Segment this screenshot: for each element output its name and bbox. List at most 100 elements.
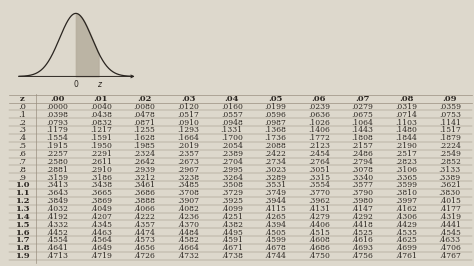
Text: .3315: .3315	[308, 173, 330, 182]
Text: .4015: .4015	[439, 197, 461, 205]
Text: .3365: .3365	[395, 173, 417, 182]
Text: .4599: .4599	[264, 236, 286, 244]
Text: .4525: .4525	[352, 228, 374, 236]
Text: .4699: .4699	[395, 244, 417, 252]
Text: .09: .09	[443, 95, 457, 103]
Text: .4616: .4616	[352, 236, 374, 244]
Text: .1700: .1700	[221, 134, 243, 142]
Text: .4406: .4406	[308, 221, 330, 229]
Text: .0987: .0987	[264, 119, 286, 127]
Text: .4564: .4564	[90, 236, 112, 244]
Text: .4236: .4236	[177, 213, 199, 221]
Text: .00: .00	[50, 95, 64, 103]
Text: .4641: .4641	[46, 244, 68, 252]
Text: .4719: .4719	[90, 252, 112, 260]
Text: .8: .8	[18, 166, 27, 174]
Text: .4394: .4394	[264, 221, 286, 229]
Text: .4292: .4292	[352, 213, 374, 221]
Text: .0359: .0359	[439, 103, 461, 111]
Text: .4099: .4099	[221, 205, 243, 213]
Text: .0: .0	[18, 103, 27, 111]
Text: .4732: .4732	[177, 252, 199, 260]
Text: .03: .03	[181, 95, 195, 103]
Text: .4582: .4582	[177, 236, 199, 244]
Text: .9: .9	[18, 173, 27, 182]
Text: .4251: .4251	[221, 213, 243, 221]
Text: .4382: .4382	[221, 221, 243, 229]
Text: .4713: .4713	[46, 252, 68, 260]
Text: .2611: .2611	[90, 158, 112, 166]
Text: .2995: .2995	[221, 166, 243, 174]
Text: .1915: .1915	[46, 142, 68, 150]
Text: .0160: .0160	[221, 103, 243, 111]
Text: 1.4: 1.4	[15, 213, 30, 221]
Text: .2852: .2852	[439, 158, 461, 166]
Text: .2019: .2019	[177, 142, 199, 150]
Text: .4750: .4750	[308, 252, 330, 260]
Text: .3925: .3925	[221, 197, 243, 205]
Text: .2764: .2764	[308, 158, 330, 166]
Text: .4131: .4131	[308, 205, 330, 213]
Text: .1554: .1554	[46, 134, 68, 142]
Text: .4671: .4671	[221, 244, 243, 252]
Text: .4147: .4147	[352, 205, 374, 213]
Text: .4656: .4656	[134, 244, 155, 252]
Text: .0948: .0948	[221, 119, 243, 127]
Text: .4192: .4192	[46, 213, 68, 221]
Text: .3078: .3078	[352, 166, 374, 174]
Text: .1985: .1985	[134, 142, 155, 150]
Text: .1141: .1141	[439, 119, 461, 127]
Text: .1808: .1808	[352, 134, 374, 142]
Text: .4463: .4463	[90, 228, 112, 236]
Text: .04: .04	[225, 95, 239, 103]
Text: .2054: .2054	[221, 142, 243, 150]
Text: .3621: .3621	[439, 181, 461, 189]
Text: 1.5: 1.5	[15, 221, 30, 229]
Text: .2823: .2823	[395, 158, 417, 166]
Text: .3413: .3413	[46, 181, 68, 189]
Text: .07: .07	[356, 95, 370, 103]
Text: .4693: .4693	[352, 244, 374, 252]
Text: 1.0: 1.0	[15, 181, 30, 189]
Text: .2357: .2357	[177, 150, 199, 158]
Text: .4738: .4738	[221, 252, 243, 260]
Text: .3461: .3461	[134, 181, 155, 189]
Text: .4573: .4573	[134, 236, 155, 244]
Text: .1: .1	[18, 111, 27, 119]
Text: 1.3: 1.3	[15, 205, 30, 213]
Text: .4049: .4049	[90, 205, 112, 213]
Text: .0040: .0040	[90, 103, 112, 111]
Text: .1179: .1179	[46, 126, 68, 134]
Text: .3944: .3944	[264, 197, 286, 205]
Text: .2939: .2939	[134, 166, 155, 174]
Text: .4625: .4625	[395, 236, 417, 244]
Text: .2257: .2257	[46, 150, 68, 158]
Text: .3554: .3554	[308, 181, 330, 189]
Text: .0832: .0832	[90, 119, 112, 127]
Text: .1064: .1064	[352, 119, 374, 127]
Text: .2088: .2088	[264, 142, 286, 150]
Text: .4633: .4633	[439, 236, 461, 244]
Text: .2967: .2967	[177, 166, 199, 174]
Text: .3531: .3531	[264, 181, 286, 189]
Text: .2224: .2224	[439, 142, 461, 150]
Text: .4726: .4726	[134, 252, 155, 260]
Text: .3729: .3729	[221, 189, 243, 197]
Text: .3749: .3749	[264, 189, 286, 197]
Text: .4345: .4345	[90, 221, 112, 229]
Text: .0199: .0199	[264, 103, 286, 111]
Text: .4678: .4678	[264, 244, 286, 252]
Text: .3508: .3508	[221, 181, 243, 189]
Text: .0239: .0239	[308, 103, 330, 111]
Text: .1331: .1331	[221, 126, 243, 134]
Text: .2422: .2422	[264, 150, 286, 158]
Text: .3159: .3159	[46, 173, 68, 182]
Text: .3830: .3830	[439, 189, 461, 197]
Text: .3665: .3665	[90, 189, 112, 197]
Text: .3485: .3485	[177, 181, 199, 189]
Text: .4265: .4265	[264, 213, 286, 221]
Text: .05: .05	[268, 95, 283, 103]
Text: .4207: .4207	[90, 213, 112, 221]
Text: .3888: .3888	[134, 197, 155, 205]
Text: .4115: .4115	[264, 205, 286, 213]
